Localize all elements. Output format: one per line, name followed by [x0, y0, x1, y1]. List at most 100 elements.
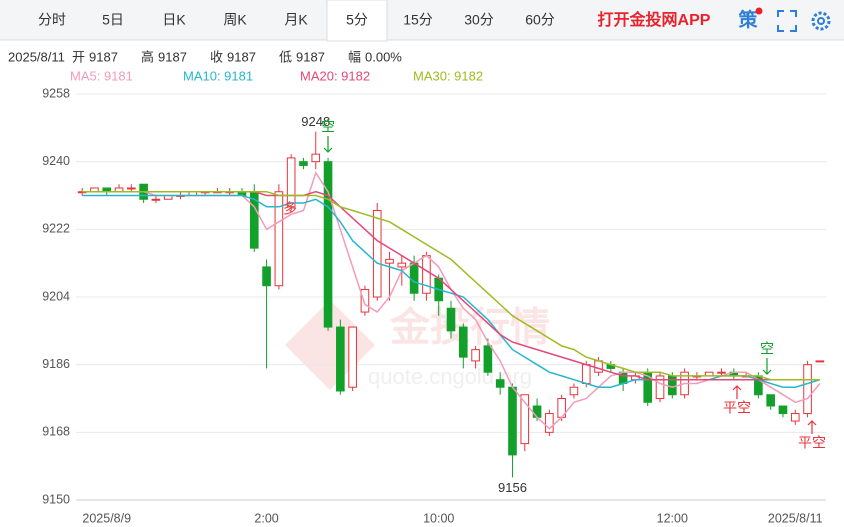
- candle-body: [790, 413, 800, 422]
- y-tick-label: 9204: [42, 289, 70, 303]
- candle-body: [508, 386, 517, 456]
- strategy-icon[interactable]: 策: [738, 8, 758, 31]
- info-label: 开: [72, 49, 85, 64]
- info-date: 2025/8/11: [8, 49, 65, 64]
- info-label: 高: [141, 49, 154, 64]
- candle-body: [348, 326, 357, 388]
- candle-body: [151, 198, 161, 201]
- signal-arrow: [732, 385, 742, 399]
- candle-body: [803, 364, 812, 415]
- tab[interactable]: 15分: [403, 12, 433, 28]
- candle-body: [545, 413, 554, 433]
- candle-body: [372, 210, 382, 298]
- y-tick-label: 9222: [42, 222, 70, 236]
- info-line: 2025/8/11 开 9187 高 9187 收 9187 低 9187 幅 0.00%: [8, 49, 402, 64]
- signal-label: 平空: [798, 435, 826, 451]
- candle-body: [409, 262, 419, 294]
- candle-body: [520, 394, 530, 445]
- candle-body: [581, 364, 591, 384]
- tabs: 分时 5日 日K 周K 月K 5分 15分 30分 60分: [38, 0, 555, 42]
- y-tick-label: 9240: [42, 154, 70, 168]
- legend-entry: MA30: 9182: [413, 68, 483, 83]
- info-value: 9187: [227, 49, 256, 64]
- signal-label: 平空: [723, 400, 751, 416]
- tab[interactable]: 周K: [223, 12, 247, 28]
- tab[interactable]: 5分: [346, 12, 368, 28]
- signal-label: 空: [760, 341, 774, 357]
- candle-body: [717, 371, 726, 374]
- info-value: 9187: [89, 49, 118, 64]
- candle-body: [778, 405, 788, 415]
- watermark-title: 金投行情: [389, 305, 550, 350]
- ma-line: [82, 190, 820, 381]
- info-label: 幅: [348, 49, 361, 64]
- candle-body: [532, 405, 542, 418]
- app-link[interactable]: 打开金投网APP: [598, 10, 711, 29]
- candle-body: [286, 157, 296, 208]
- signal-arrow: [323, 136, 333, 153]
- tab[interactable]: 月K: [284, 12, 308, 28]
- candle-body: [323, 161, 333, 328]
- low-label: 9156: [498, 480, 527, 495]
- active-tab: [326, 0, 388, 42]
- tab[interactable]: 日K: [162, 12, 186, 28]
- candle-body: [483, 345, 493, 373]
- candle-body: [274, 191, 284, 287]
- tab-bar: [0, 0, 844, 40]
- tab[interactable]: 60分: [525, 12, 555, 28]
- info-value: 9187: [296, 49, 325, 64]
- strategy-dot: [755, 7, 763, 15]
- y-tick-label: 9168: [42, 425, 70, 439]
- candle-body: [311, 153, 321, 163]
- candle-body: [655, 375, 665, 400]
- settings-icon[interactable]: [811, 11, 831, 31]
- legend-entry: MA10: 9181: [183, 68, 253, 83]
- signal-label: 多: [283, 201, 297, 217]
- x-tick-label: 2:00: [254, 511, 278, 525]
- candle-body: [360, 288, 370, 313]
- candle-body: [471, 349, 480, 362]
- info-label: 低: [279, 49, 292, 64]
- tab[interactable]: 5日: [102, 12, 124, 28]
- candle-body: [336, 326, 345, 392]
- plot: 9150 9168 9186 9204 9222 9240 9258 2025/8/9 2:00…: [42, 86, 826, 525]
- signal-arrow: [762, 358, 772, 375]
- tab[interactable]: 分时: [38, 12, 66, 28]
- candle-body: [262, 266, 271, 287]
- info-value: 9187: [158, 49, 187, 64]
- x-tick-label: 2025/8/9: [82, 511, 131, 525]
- signal-arrow: [807, 420, 817, 434]
- candle-body: [594, 360, 603, 373]
- candle-body: [422, 255, 431, 294]
- ma-line: [82, 194, 821, 388]
- candle-body: [385, 258, 394, 264]
- watermark-url: quote.cngold.org: [368, 364, 532, 389]
- candle-body: [127, 187, 136, 190]
- x-tick-label: 12:00: [657, 511, 688, 525]
- candle-body: [569, 386, 579, 396]
- ma-line: [82, 171, 821, 430]
- signal-label: 空: [321, 119, 335, 135]
- high-label: 9248: [301, 114, 330, 129]
- candle-body: [299, 161, 308, 166]
- x-tick-label: 2025/8/11: [768, 511, 823, 525]
- candle-body: [446, 307, 456, 332]
- fullscreen-icon[interactable]: [777, 10, 797, 32]
- candle-body: [766, 394, 775, 407]
- candle-body: [397, 262, 407, 268]
- y-tick-label: 9258: [42, 86, 70, 100]
- ma-line: [82, 190, 820, 381]
- candle-body: [668, 375, 677, 396]
- y-tick-label: 9186: [42, 357, 70, 371]
- x-tick-label: 10:00: [423, 511, 454, 525]
- legend-entry: MA5: 9181: [70, 68, 133, 83]
- legend-entry: MA20: 9182: [300, 68, 370, 83]
- info-label: 收: [210, 49, 223, 64]
- candle-body: [815, 360, 825, 363]
- candle-body: [495, 379, 505, 388]
- legend: MA5: 9181 MA10: 9181 MA20: 9182 MA30: 9182: [70, 68, 483, 83]
- candle-body: [458, 326, 468, 358]
- y-tick-label: 9150: [42, 492, 70, 506]
- tab[interactable]: 30分: [464, 12, 494, 28]
